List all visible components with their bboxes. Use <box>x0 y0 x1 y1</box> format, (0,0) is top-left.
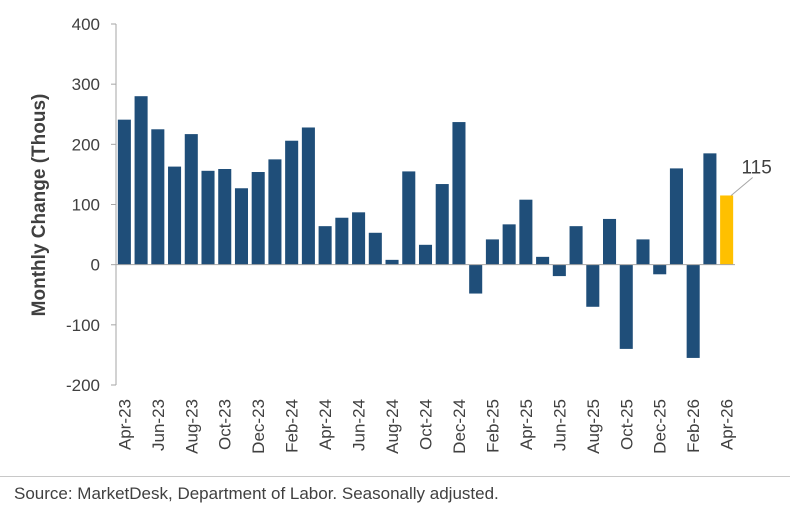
x-tick-label: Apr-26 <box>718 399 737 450</box>
bar <box>201 170 215 265</box>
x-tick-label: Jun-25 <box>550 399 569 451</box>
x-tick-label: Apr-25 <box>517 399 536 450</box>
bar <box>402 171 416 265</box>
source-note: Source: MarketDesk, Department of Labor.… <box>14 484 499 503</box>
x-tick-label: Dec-24 <box>450 399 469 454</box>
bar <box>569 226 583 265</box>
bar <box>117 119 131 265</box>
bar <box>686 264 700 358</box>
x-tick-label: Apr-24 <box>316 399 335 450</box>
bar <box>251 172 265 265</box>
bar <box>268 159 282 265</box>
bar <box>301 127 315 265</box>
y-axis-label: Monthly Change (Thous) <box>29 94 50 317</box>
x-tick-label: Dec-23 <box>249 399 268 454</box>
bar <box>619 264 633 349</box>
x-tick-label: Jun-24 <box>350 399 369 451</box>
y-tick-label: -200 <box>66 376 100 395</box>
bar <box>703 153 717 265</box>
bar <box>552 264 566 277</box>
footer-divider <box>0 476 790 477</box>
bar-highlight <box>720 195 734 265</box>
x-tick-label: Oct-24 <box>417 399 436 450</box>
x-tick-label: Apr-23 <box>115 399 134 450</box>
x-axis-ticks: Apr-23 Jun-23 Aug-23 Oct-23 Dec-23 Feb-24 Apr-… <box>115 399 736 454</box>
x-tick-label: Oct-25 <box>617 399 636 450</box>
bar <box>519 199 533 265</box>
x-tick-label: Jun-23 <box>149 399 168 451</box>
bar <box>151 129 165 265</box>
bar <box>469 264 483 294</box>
bar <box>285 140 299 265</box>
x-tick-label: Oct-23 <box>216 399 235 450</box>
bar <box>184 134 198 265</box>
bar <box>586 264 600 307</box>
annotation-label: 115 <box>741 157 771 178</box>
bar <box>452 122 466 265</box>
bar <box>134 96 148 265</box>
bar <box>603 218 617 265</box>
bar <box>368 232 382 265</box>
bar <box>485 239 499 265</box>
y-tick-label: 100 <box>72 196 100 215</box>
bar <box>318 226 332 265</box>
x-tick-label: Dec-25 <box>651 399 670 454</box>
x-tick-label: Aug-25 <box>584 399 603 454</box>
bar <box>234 188 248 265</box>
bar <box>653 264 667 275</box>
bar <box>502 224 516 265</box>
annotation-leader-line <box>730 177 753 196</box>
bar <box>335 217 349 265</box>
y-tick-label: 200 <box>72 135 100 154</box>
bar <box>636 239 650 265</box>
x-tick-label: Feb-26 <box>684 399 703 453</box>
bar <box>352 212 366 265</box>
bar <box>435 184 449 265</box>
x-tick-label: Feb-24 <box>283 399 302 453</box>
y-tick-label: 300 <box>72 75 100 94</box>
bar <box>418 244 433 265</box>
y-axis-ticks: 400 300 200 100 0 -100 -200 <box>66 15 116 395</box>
bars <box>117 96 734 358</box>
bar <box>385 259 399 265</box>
x-tick-label: Feb-25 <box>483 399 502 453</box>
bar <box>669 168 683 265</box>
bar <box>218 169 232 265</box>
x-tick-label: Aug-24 <box>383 399 402 454</box>
x-tick-label: Aug-23 <box>182 399 201 454</box>
bar <box>536 256 550 265</box>
y-tick-label: -100 <box>66 316 100 335</box>
bar <box>168 166 182 265</box>
y-tick-label: 0 <box>91 256 100 275</box>
y-tick-label: 400 <box>72 15 100 34</box>
